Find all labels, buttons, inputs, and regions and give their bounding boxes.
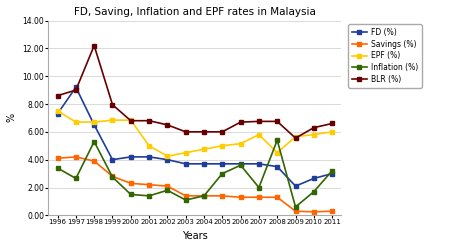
BLR (%) — [292, 137, 298, 140]
FD (%) — [274, 165, 280, 168]
FD (%) — [146, 155, 152, 158]
Savings (%) — [73, 155, 79, 158]
Line: Inflation (%): Inflation (%) — [56, 138, 334, 209]
FD (%) — [73, 86, 79, 89]
X-axis label: Years: Years — [182, 231, 208, 241]
EPF (%) — [73, 121, 79, 124]
Y-axis label: %: % — [7, 113, 17, 123]
Savings (%) — [146, 183, 152, 186]
Savings (%) — [128, 182, 134, 185]
BLR (%) — [311, 126, 317, 129]
EPF (%) — [238, 142, 244, 145]
Line: EPF (%): EPF (%) — [56, 109, 334, 158]
Savings (%) — [201, 194, 207, 197]
BLR (%) — [238, 121, 244, 124]
Inflation (%) — [146, 194, 152, 197]
Savings (%) — [329, 210, 335, 213]
EPF (%) — [109, 119, 115, 122]
EPF (%) — [183, 151, 189, 154]
BLR (%) — [73, 89, 79, 92]
FD (%) — [183, 162, 189, 165]
Savings (%) — [219, 194, 225, 197]
EPF (%) — [91, 121, 97, 124]
FD (%) — [55, 112, 60, 115]
Inflation (%) — [164, 189, 170, 192]
Line: Savings (%): Savings (%) — [56, 155, 334, 214]
FD (%) — [238, 162, 244, 165]
EPF (%) — [164, 155, 170, 158]
BLR (%) — [109, 103, 115, 106]
EPF (%) — [292, 135, 298, 138]
BLR (%) — [183, 130, 189, 133]
Inflation (%) — [274, 139, 280, 142]
Savings (%) — [292, 210, 298, 213]
Savings (%) — [164, 185, 170, 187]
Inflation (%) — [55, 166, 60, 169]
EPF (%) — [311, 133, 317, 136]
BLR (%) — [274, 120, 280, 123]
Savings (%) — [311, 210, 317, 213]
BLR (%) — [164, 124, 170, 126]
FD (%) — [109, 158, 115, 161]
EPF (%) — [274, 151, 280, 154]
BLR (%) — [146, 119, 152, 122]
Inflation (%) — [201, 194, 207, 197]
Inflation (%) — [238, 164, 244, 167]
BLR (%) — [256, 120, 262, 123]
FD (%) — [164, 158, 170, 161]
FD (%) — [219, 162, 225, 165]
Savings (%) — [109, 175, 115, 178]
EPF (%) — [201, 148, 207, 151]
Inflation (%) — [292, 206, 298, 209]
EPF (%) — [256, 133, 262, 136]
Inflation (%) — [329, 169, 335, 172]
Savings (%) — [183, 194, 189, 197]
Inflation (%) — [183, 199, 189, 202]
Legend: FD (%), Savings (%), EPF (%), Inflation (%), BLR (%): FD (%), Savings (%), EPF (%), Inflation … — [348, 24, 422, 88]
FD (%) — [201, 162, 207, 165]
Inflation (%) — [256, 186, 262, 189]
BLR (%) — [201, 130, 207, 133]
Savings (%) — [91, 159, 97, 162]
EPF (%) — [329, 130, 335, 133]
Savings (%) — [55, 157, 60, 160]
EPF (%) — [55, 109, 60, 112]
Inflation (%) — [109, 176, 115, 179]
Inflation (%) — [91, 140, 97, 143]
Inflation (%) — [311, 190, 317, 193]
Savings (%) — [238, 196, 244, 199]
BLR (%) — [91, 44, 97, 47]
Inflation (%) — [73, 177, 79, 180]
Inflation (%) — [219, 172, 225, 175]
BLR (%) — [55, 94, 60, 97]
EPF (%) — [219, 144, 225, 147]
Line: FD (%): FD (%) — [56, 86, 334, 188]
BLR (%) — [128, 119, 134, 122]
Savings (%) — [256, 196, 262, 199]
FD (%) — [311, 177, 317, 180]
FD (%) — [292, 185, 298, 187]
EPF (%) — [128, 119, 134, 122]
Savings (%) — [274, 196, 280, 199]
FD (%) — [256, 162, 262, 165]
Line: BLR (%): BLR (%) — [56, 44, 334, 140]
EPF (%) — [146, 144, 152, 147]
Title: FD, Saving, Inflation and EPF rates in Malaysia: FD, Saving, Inflation and EPF rates in M… — [74, 7, 316, 17]
FD (%) — [91, 124, 97, 126]
BLR (%) — [219, 130, 225, 133]
FD (%) — [329, 172, 335, 175]
Inflation (%) — [128, 193, 134, 196]
FD (%) — [128, 155, 134, 158]
BLR (%) — [329, 122, 335, 125]
